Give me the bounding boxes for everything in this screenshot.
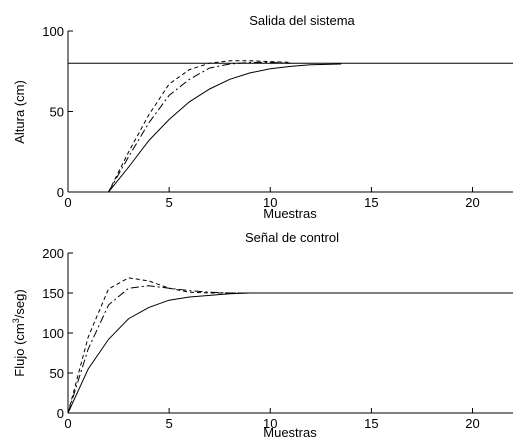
series-line-solid [108,63,342,193]
x-axis-label: Muestras [263,425,317,440]
x-tick-label: 20 [465,416,479,431]
y-axis-label-end: /seg) [12,289,27,318]
x-tick-label: 0 [64,416,71,431]
x-axis-label: Muestras [263,206,317,221]
series-line-dashed [108,60,291,193]
y-tick-label: 150 [42,286,64,301]
x-tick-label: 15 [364,416,378,431]
y-axis-label-superscript: 3 [11,318,21,323]
x-tick-label: 5 [166,195,173,210]
x-tick-label: 15 [364,195,378,210]
y-tick-label: 50 [50,366,64,381]
series-line-solid [67,292,513,414]
x-tick-label: 10 [263,416,277,431]
chart-title: Salida del sistema [249,13,355,28]
x-tick-label: 0 [64,195,71,210]
y-tick-label: 50 [50,105,64,120]
y-axis-label-main: Flujo (cm [12,323,27,376]
chart-salida-del-sistema: Salida del sistema Altura (cm) Muestras … [12,13,513,221]
x-tick-label: 5 [166,416,173,431]
x-tick-label: 20 [465,195,479,210]
y-tick-label: 100 [42,24,64,39]
y-tick-label: 100 [42,326,64,341]
y-axis-label: Flujo (cm3/seg) [11,289,27,376]
chart-senal-de-control: Señal de control Flujo (cm3/seg) Muestra… [11,230,513,440]
y-tick-label: 200 [42,246,64,261]
y-tick-label: 0 [57,185,64,200]
y-axis-label: Altura (cm) [12,80,27,144]
y-tick-label: 0 [57,406,64,421]
chart-title: Señal de control [245,230,339,245]
x-tick-label: 10 [263,195,277,210]
series-line-dashdot [67,285,250,414]
series-line-dashed [67,277,250,414]
series-line-dashdot [108,61,291,193]
